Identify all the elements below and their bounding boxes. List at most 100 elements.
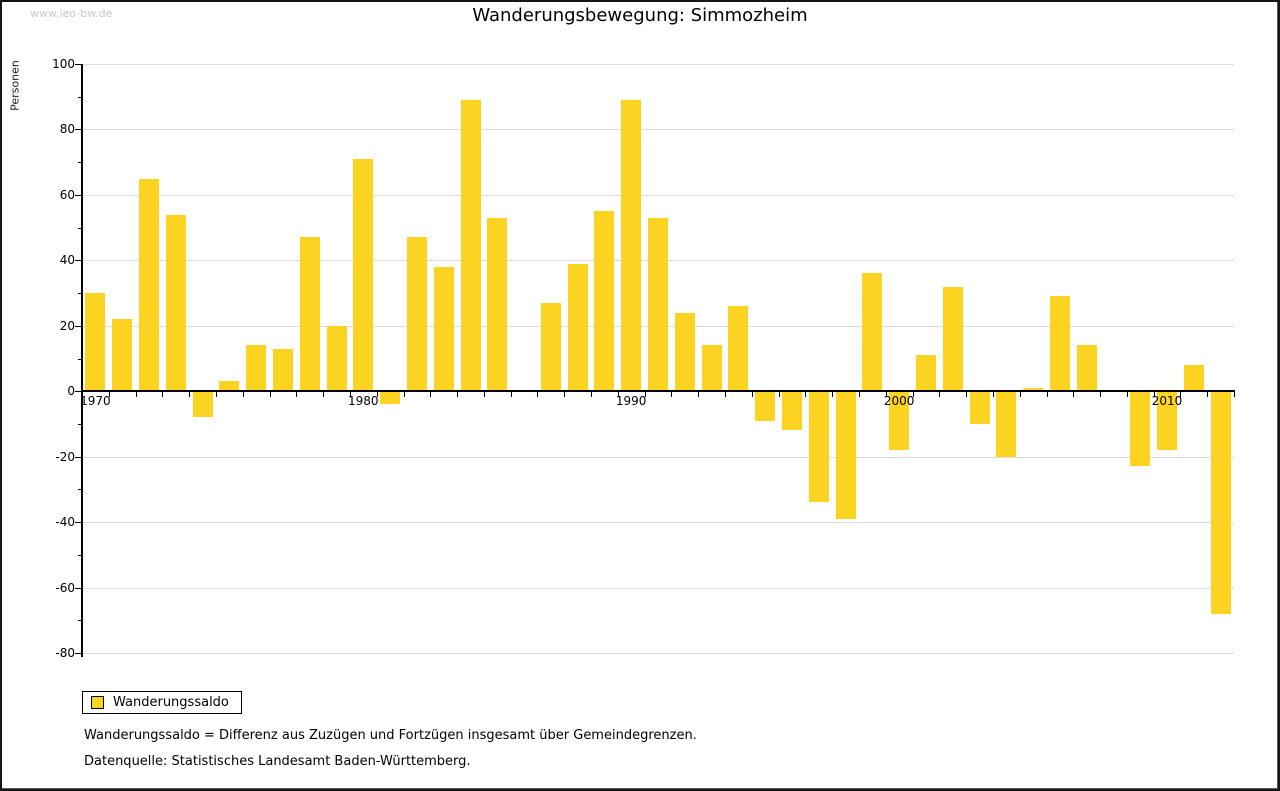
bar-1984 (460, 100, 481, 392)
bar-1995 (755, 391, 776, 421)
x-tick (992, 392, 994, 398)
bar-1978 (299, 237, 320, 392)
y-tick-label: 80 (59, 122, 75, 137)
bar-2011 (1183, 365, 1204, 392)
bar-1991 (648, 217, 668, 392)
legend: Wanderungssaldo (82, 691, 242, 714)
x-tick (671, 392, 673, 398)
chart-title: Wanderungsbewegung: Simmozheim (472, 5, 808, 26)
x-tick (725, 392, 726, 398)
y-tick (75, 653, 82, 654)
x-tick (269, 392, 271, 398)
bar-1980 (353, 158, 374, 392)
x-tick (403, 392, 405, 398)
bar-1971 (112, 319, 133, 392)
x-tick (483, 392, 485, 398)
x-tick (1153, 392, 1155, 398)
bar-1994 (728, 306, 749, 392)
bar-1979 (326, 325, 347, 392)
y-tick (78, 227, 82, 229)
bar-1988 (567, 263, 588, 392)
bar-1999 (862, 273, 883, 392)
x-tick (510, 392, 512, 398)
x-tick (162, 392, 164, 398)
x-tick (805, 392, 807, 398)
y-tick-label: 40 (59, 253, 75, 268)
x-tick (323, 392, 325, 398)
x-tick-label: 1980 (348, 394, 379, 409)
x-tick (832, 392, 834, 398)
x-tick (457, 392, 459, 398)
gridline (83, 129, 1234, 131)
bar-1989 (594, 211, 615, 392)
x-tick (617, 392, 619, 398)
bar-1981 (380, 391, 401, 405)
x-tick (135, 392, 137, 398)
x-axis-line (81, 390, 1235, 393)
x-tick (1046, 392, 1048, 398)
y-tick (75, 325, 82, 327)
bar-2003 (969, 391, 990, 424)
gridline (83, 194, 1234, 196)
x-tick (376, 392, 378, 398)
y-tick (75, 587, 82, 589)
x-tick (939, 392, 941, 398)
bar-1987 (540, 302, 561, 392)
x-tick (1019, 392, 1021, 398)
bar-1976 (246, 345, 267, 392)
x-tick (644, 392, 646, 398)
gridline (83, 522, 1234, 524)
x-tick (591, 392, 592, 398)
x-tick (1100, 392, 1101, 398)
x-tick (349, 392, 351, 398)
x-tick-label: 2000 (883, 394, 915, 409)
gridline (83, 653, 1234, 654)
bar-2001 (915, 355, 936, 392)
x-tick (1126, 392, 1128, 398)
y-tick (78, 96, 82, 98)
y-tick (75, 129, 82, 131)
bar-1973 (165, 214, 186, 392)
x-tick (242, 392, 244, 398)
bar-2000 (889, 391, 910, 451)
bar-1992 (674, 312, 695, 392)
x-tick (966, 392, 968, 398)
x-tick (1234, 392, 1235, 398)
x-tick (698, 392, 700, 398)
x-tick-label: 1990 (615, 394, 647, 409)
y-tick-label: 0 (67, 384, 75, 399)
x-tick (1073, 392, 1075, 398)
bar-2004 (996, 391, 1017, 457)
bar-1993 (701, 345, 722, 392)
y-axis-line (81, 64, 83, 657)
bar-2007 (1076, 345, 1097, 392)
x-tick (778, 392, 780, 398)
y-tick (78, 162, 82, 164)
y-tick (78, 423, 82, 425)
x-tick (216, 392, 217, 398)
bar-2009 (1130, 391, 1151, 467)
x-tick (189, 392, 191, 398)
y-tick (78, 358, 82, 360)
x-tick (751, 392, 753, 398)
x-tick (912, 392, 914, 398)
bar-1975 (219, 381, 240, 392)
gridline (83, 456, 1234, 458)
y-tick (75, 260, 82, 262)
y-tick-label: -40 (55, 515, 75, 530)
bar-1990 (621, 100, 642, 392)
x-tick-label: 1970 (80, 394, 111, 409)
x-tick (82, 392, 83, 398)
y-tick (78, 489, 82, 491)
x-tick (1180, 392, 1182, 398)
x-tick (858, 392, 860, 398)
x-tick (430, 392, 432, 398)
bar-1970 (85, 293, 106, 392)
gridline (83, 587, 1234, 589)
legend-swatch-icon (91, 696, 104, 709)
y-tick (78, 554, 82, 556)
y-tick-label: -60 (55, 580, 75, 595)
bar-1983 (433, 266, 454, 392)
x-tick (537, 392, 539, 398)
